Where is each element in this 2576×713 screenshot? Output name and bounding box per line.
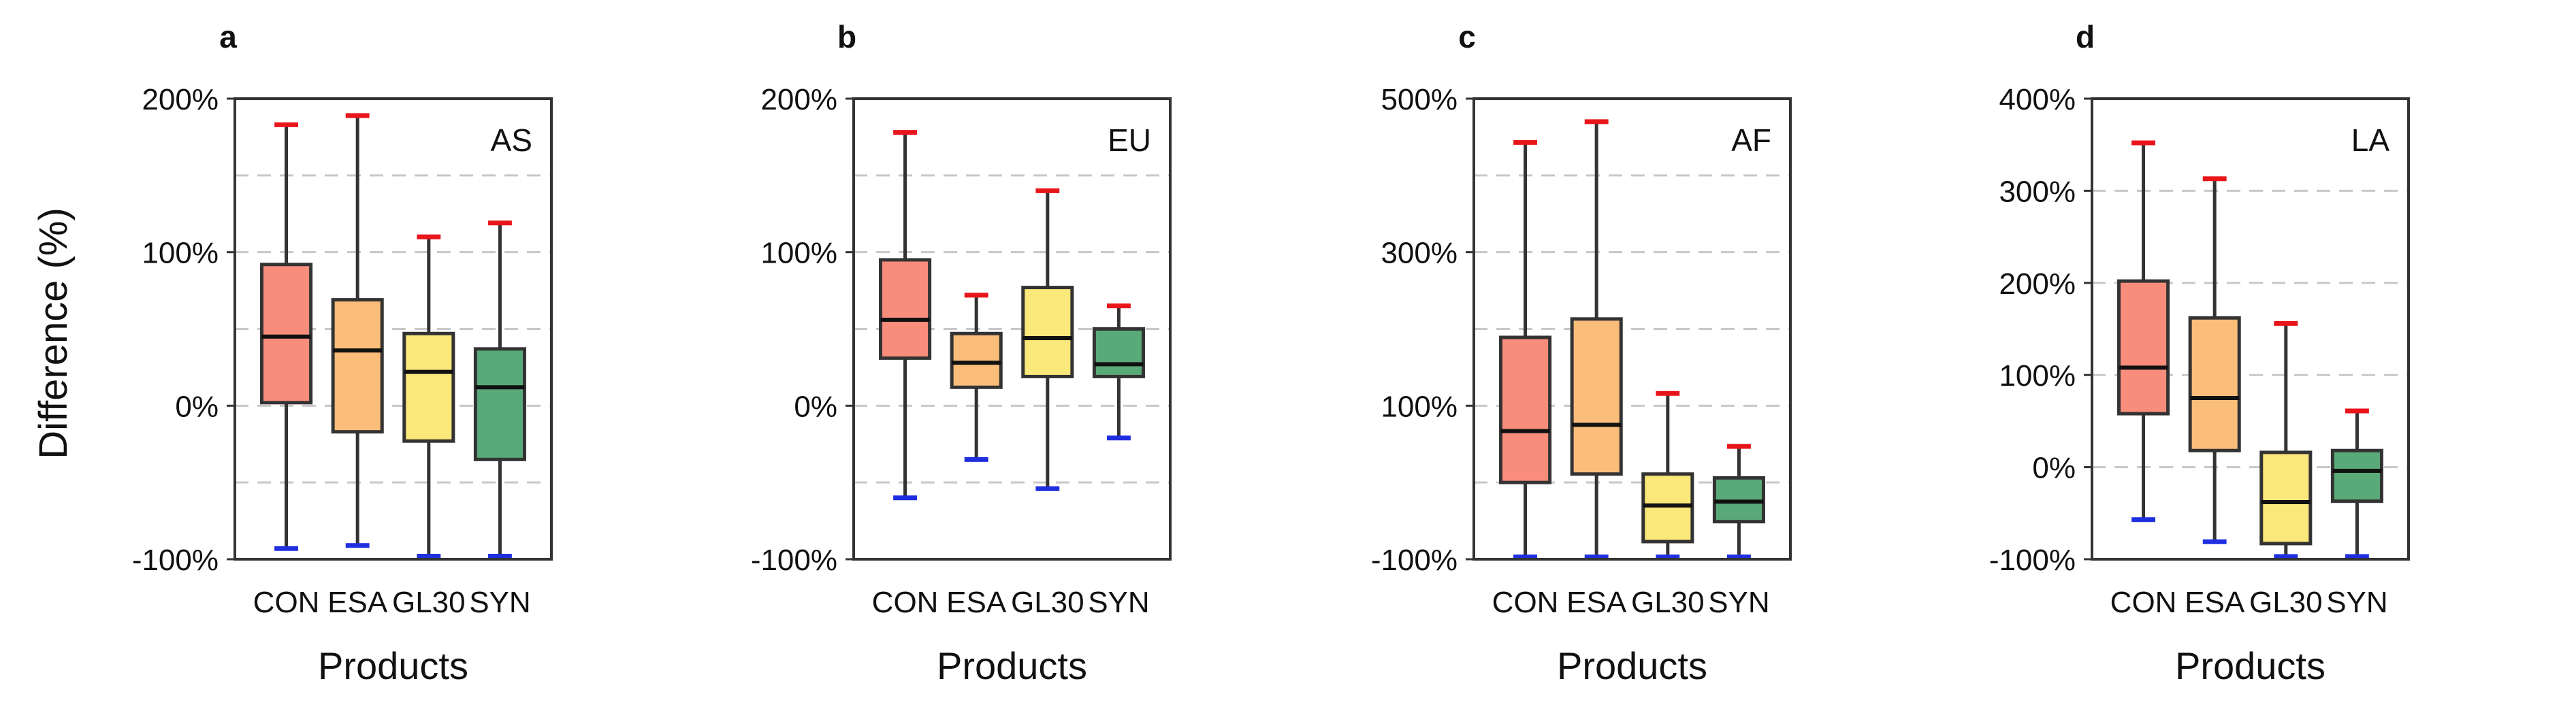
box-con <box>1499 139 1552 560</box>
iqr-box <box>1570 317 1623 476</box>
y-tick-label: 100% <box>1381 390 1458 423</box>
y-tick-label: 0% <box>2032 452 2076 485</box>
y-tick-label: 200% <box>142 83 219 116</box>
iqr-box <box>1092 327 1145 378</box>
x-tick-label-con: CON <box>253 586 320 619</box>
panel-label: a <box>219 19 237 54</box>
x-tick-label-con: CON <box>2110 586 2177 619</box>
x-axis-label: Products <box>937 644 1087 687</box>
y-tick-label: -100% <box>1371 544 1458 577</box>
box-gl30 <box>1641 391 1694 560</box>
x-tick-label-con: CON <box>872 586 939 619</box>
panel-label: d <box>2076 19 2095 54</box>
iqr-box <box>1021 286 1074 378</box>
y-tick-label: 0% <box>794 390 837 423</box>
box-gl30 <box>402 234 455 559</box>
y-tick-label: 100% <box>760 237 837 270</box>
box-esa <box>1570 119 1623 560</box>
y-tick-label: 500% <box>1381 83 1458 116</box>
y-tick-label: 300% <box>1999 175 2076 208</box>
y-tick-label: 200% <box>760 83 837 116</box>
x-tick-label-gl30: GL30 <box>2249 586 2323 619</box>
x-tick-label-esa: ESA <box>327 586 388 619</box>
iqr-box <box>402 331 455 443</box>
panel-label: c <box>1458 19 1476 54</box>
panel-label: b <box>837 19 856 54</box>
box-gl30 <box>1021 188 1074 491</box>
panel-c: c AF -100% 100% 300% 500% CON ESA GL30 SYNProduct… <box>1371 19 1792 687</box>
x-tick-label-gl30: GL30 <box>392 586 466 619</box>
panels-group: aAS-100%0%100%200%CON ESA GL30 SYNProductsb… <box>132 19 2410 687</box>
x-tick-label-syn: SYN <box>1708 586 1769 619</box>
iqr-box <box>879 258 932 360</box>
box-esa <box>2188 176 2241 544</box>
region-label: EU <box>1108 122 1151 158</box>
box-esa <box>331 113 384 548</box>
box-syn <box>473 220 526 559</box>
box-con <box>879 130 932 501</box>
region-label: LA <box>2351 122 2390 158</box>
iqr-box <box>473 347 526 461</box>
x-tick-label-syn: SYN <box>2326 586 2387 619</box>
y-tick-label: 400% <box>1999 83 2076 116</box>
iqr-box <box>1499 335 1552 484</box>
axes-frame <box>1472 97 1792 561</box>
axes-frame <box>234 97 553 561</box>
box-con <box>2117 140 2170 523</box>
box-esa <box>950 293 1003 462</box>
y-tick-label: -100% <box>751 544 837 577</box>
x-axis-label: Products <box>2175 644 2325 687</box>
x-tick-label-syn: SYN <box>469 586 530 619</box>
y-tick-label: 200% <box>1999 267 2076 301</box>
y-tick-label: -100% <box>132 544 219 577</box>
x-axis-label: Products <box>1557 644 1707 687</box>
axes-frame <box>852 97 1172 561</box>
axes-frame <box>2091 97 2410 561</box>
region-label: AF <box>1731 122 1771 158</box>
iqr-box <box>950 331 1003 389</box>
x-axis-label: Products <box>318 644 468 687</box>
x-tick-label-syn: SYN <box>1088 586 1149 619</box>
y-tick-label: 100% <box>1999 359 2076 393</box>
y-tick-label: 0% <box>175 390 219 423</box>
iqr-box <box>2330 448 2383 503</box>
box-gl30 <box>2259 320 2313 559</box>
iqr-box <box>2259 450 2313 546</box>
y-tick-label: -100% <box>1989 544 2076 577</box>
x-tick-label-esa: ESA <box>946 586 1007 619</box>
x-tick-label-gl30: GL30 <box>1631 586 1705 619</box>
y-tick-label: 100% <box>142 237 219 270</box>
box-syn <box>1712 444 1765 560</box>
box-syn <box>2330 408 2383 559</box>
iqr-box <box>2117 279 2170 416</box>
y-axis-label: Difference (%) <box>31 208 76 459</box>
iqr-box <box>2188 316 2241 452</box>
box-syn <box>1092 303 1145 441</box>
y-tick-label: 300% <box>1381 237 1458 270</box>
iqr-box <box>260 263 313 405</box>
x-tick-label-con: CON <box>1492 586 1559 619</box>
iqr-box <box>1641 472 1694 544</box>
x-tick-label-esa: ESA <box>2185 586 2245 619</box>
panel-d: d LA -100% 0% 100% 200% 300% 400% CON ESA GL30 SYNP… <box>1989 19 2410 687</box>
iqr-box <box>331 298 384 434</box>
box-con <box>260 122 313 551</box>
x-tick-label-esa: ESA <box>1566 586 1627 619</box>
x-tick-label-gl30: GL30 <box>1011 586 1084 619</box>
region-label: AS <box>491 122 532 158</box>
